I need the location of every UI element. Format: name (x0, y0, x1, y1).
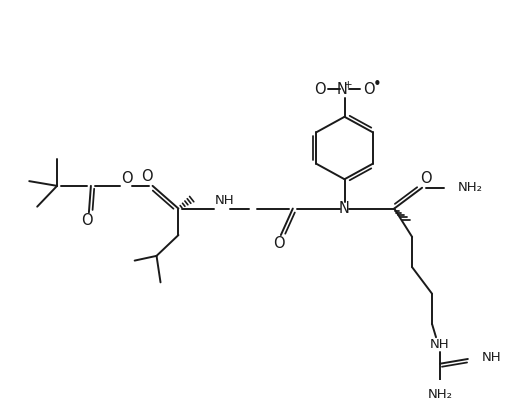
Text: N: N (337, 82, 348, 97)
Text: O: O (420, 171, 432, 186)
Text: NH: NH (482, 350, 501, 364)
Text: NH: NH (215, 194, 234, 206)
Text: O: O (273, 236, 285, 251)
Text: NH₂: NH₂ (458, 181, 483, 194)
Text: O: O (141, 169, 153, 184)
Text: O: O (314, 82, 326, 97)
Text: O: O (121, 171, 133, 186)
Text: +: + (344, 80, 353, 90)
Text: NH₂: NH₂ (428, 388, 453, 400)
Text: •: • (373, 77, 382, 92)
Text: O: O (81, 213, 93, 228)
Text: NH: NH (430, 338, 450, 351)
Text: N: N (339, 201, 350, 216)
Text: O: O (364, 82, 375, 97)
